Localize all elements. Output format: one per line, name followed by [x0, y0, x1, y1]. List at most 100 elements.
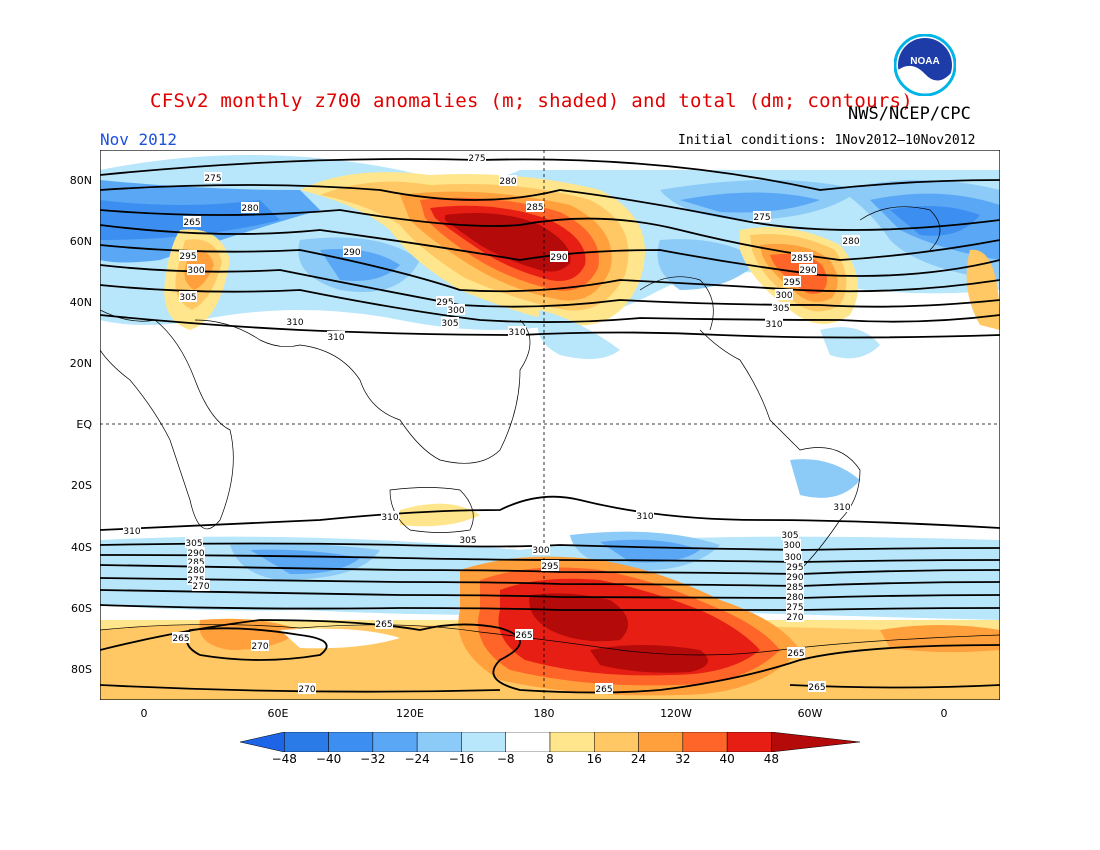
colorbar: [240, 732, 860, 752]
contour-label-box: [515, 629, 533, 640]
colorbar-segment: [328, 732, 374, 752]
colorbar-label: 32: [675, 752, 691, 766]
contour-label: 305: [441, 319, 458, 329]
contour-label: 305: [772, 304, 789, 314]
chart-title: CFSv2 monthly z700 anomalies (m; shaded)…: [150, 90, 914, 112]
contour-label-box: [784, 551, 802, 562]
colorbar-arrow-left: [240, 732, 285, 752]
anomaly-shading: [100, 150, 1000, 700]
contour-label: 305: [185, 539, 202, 549]
contour-label: 310: [636, 512, 653, 522]
contour-label: 270: [192, 582, 209, 592]
colorbar-label: 24: [630, 752, 647, 766]
lon-label: 0: [940, 707, 948, 720]
contour-label: 300: [187, 266, 204, 276]
colorbar-label: −24: [404, 752, 430, 766]
colorbar-label: −40: [315, 752, 342, 766]
contour-label-box: [187, 556, 205, 567]
contour-label: 285: [791, 254, 808, 264]
colorbar-label: −16: [448, 752, 475, 766]
contour-label-box: [187, 574, 205, 585]
month-label: Nov 2012: [100, 130, 178, 149]
contour-label-box: [441, 317, 459, 328]
colorbar-segment: [638, 732, 684, 752]
contour-label-box: [532, 544, 550, 555]
contour-label-box: [786, 571, 804, 582]
contour-label-box: [808, 681, 826, 692]
contour-label: 285: [187, 558, 204, 568]
contour-label: 310: [833, 503, 850, 513]
contour-label: 265: [808, 683, 825, 693]
contour-label-box: [786, 561, 804, 572]
contour-label: 265: [183, 218, 200, 228]
colorbar-segment: [549, 732, 595, 752]
colorbar-segment: [594, 732, 639, 752]
svg-text:NOAA: NOAA: [910, 56, 939, 67]
contour-label-box: [185, 537, 203, 548]
contour-label: 265: [375, 620, 392, 630]
lat-label: 80N: [69, 174, 92, 187]
contour-label-box: [123, 525, 141, 536]
lat-label: 60S: [71, 602, 92, 615]
contour-label-box: [241, 202, 259, 213]
contour-label: 295: [436, 298, 453, 308]
contour-label-box: [468, 152, 486, 163]
colorbar-label: 16: [586, 752, 602, 766]
contour-label-box: [541, 560, 559, 571]
contour-label: 290: [799, 266, 816, 276]
contour-label: 280: [241, 204, 258, 214]
contour-label-box: [179, 250, 197, 261]
contour-label: 275: [204, 174, 221, 184]
contour-label-box: [842, 235, 860, 246]
colorbar-segment: [461, 732, 506, 752]
contour-label-box: [499, 175, 517, 186]
colorbar-label: −48: [271, 752, 297, 766]
contour-label: 270: [786, 613, 803, 623]
lat-label: 20S: [71, 479, 92, 492]
colorbar-segment: [682, 732, 728, 752]
contour-label: 300: [532, 546, 549, 556]
lat-label: 20N: [69, 357, 92, 370]
contour-label: 270: [298, 685, 315, 695]
contour-label-box: [753, 211, 771, 222]
contour-label: 290: [343, 248, 360, 258]
contour-label: 290: [550, 253, 567, 263]
contour-label-box: [204, 172, 222, 183]
contour-label-box: [550, 251, 568, 262]
contour-label: 290: [187, 549, 204, 559]
contour-label-box: [381, 511, 399, 522]
colorbar-label: 40: [719, 752, 735, 766]
contour-label-box: [187, 547, 205, 558]
contour-label: 295: [179, 252, 196, 262]
contour-label: 305: [781, 531, 798, 541]
agency-label: NWS/NCEP/CPC: [848, 104, 971, 124]
contour-label: 265: [515, 631, 532, 641]
lon-label: 0: [140, 707, 148, 720]
contour-label: 310: [123, 527, 140, 537]
contour-label-box: [783, 276, 801, 287]
contour-label: 295: [783, 278, 800, 288]
contour-label: 270: [251, 642, 268, 652]
contour-label: 310: [327, 333, 344, 343]
lat-label: 40S: [71, 541, 92, 554]
contour-label: 310: [286, 318, 303, 328]
contour-label-box: [775, 289, 793, 300]
contour-label: 300: [775, 291, 792, 301]
contour-label: 295: [786, 563, 803, 573]
contour-label-box: [508, 326, 526, 337]
contour-label-box: [298, 683, 316, 694]
contour-label: 305: [459, 536, 476, 546]
contour-label: 275: [753, 213, 770, 223]
lon-label: 120E: [396, 707, 424, 720]
lat-label: 60N: [69, 235, 92, 248]
lon-label: 60W: [797, 707, 823, 720]
contour-label: 285: [526, 203, 543, 213]
colorbar-segment: [284, 732, 329, 752]
contour-label-box: [786, 601, 804, 612]
colorbar-label: −8: [496, 752, 515, 766]
colorbar-arrow-right: [771, 732, 860, 752]
contour-label: 290: [786, 573, 803, 583]
contour-label-box: [786, 611, 804, 622]
